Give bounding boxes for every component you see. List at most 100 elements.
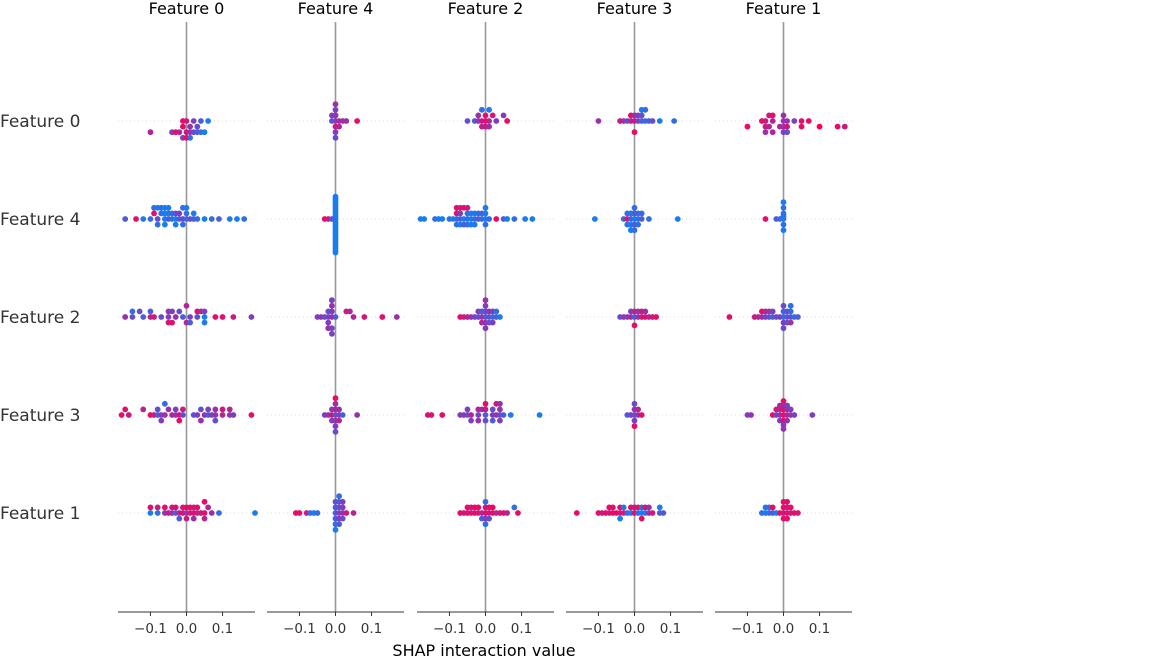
dot-r0-c3-1 [642,106,649,113]
dot-r0-c0-2 [190,118,197,124]
dot-r4-c3-30 [617,515,623,522]
panel-title-1: Feature 4 [298,0,374,18]
dot-r1-c3-7 [638,210,645,217]
dot-r2-c0-1 [129,308,136,315]
dot-r2-c1-0 [328,297,335,304]
dot-r1-c0-15 [190,210,197,217]
dot-r4-c4-20 [784,515,791,522]
dot-r2-c0-15 [158,314,165,320]
dot-r0-c0-1 [183,118,190,124]
dot-r2-c0-18 [179,314,186,320]
dot-r1-c0-38 [161,221,168,228]
dot-r4-c3-31 [638,515,645,522]
dot-r4-c1-3 [339,498,346,505]
dot-r3-c1-1 [332,400,339,407]
dot-r1-c1-25 [332,249,339,256]
dot-r0-c1-10 [354,118,361,124]
x-tick-label-0-0: −0.1 [134,621,167,637]
dot-r1-c2-41 [471,221,478,228]
dot-r3-c0-34 [176,417,183,424]
x-tick-label-0-2: 0.1 [212,621,233,637]
dot-r2-c1-19 [328,330,335,337]
dot-r3-c2-21 [500,412,507,418]
dot-r1-c1-28 [328,216,335,222]
dot-r3-c2-3 [464,406,471,413]
dot-r3-c0-1 [122,406,129,413]
dot-r1-c2-32 [504,216,511,222]
dot-r4-c2-0 [482,498,489,505]
dot-r1-c2-3 [464,204,471,211]
dot-r1-c2-12 [482,210,489,217]
dot-r0-c3-16 [649,118,656,124]
dot-r3-c0-2 [140,406,147,413]
row-label-4: Feature 1 [0,504,80,524]
dot-r1-c0-7 [151,210,157,217]
dot-r1-c2-17 [439,216,446,222]
dot-r1-c2-29 [486,216,493,222]
dot-r4-c0-11 [205,504,212,511]
dot-r1-c2-4 [482,204,489,211]
dot-r2-c0-6 [176,308,183,315]
dot-r0-c3-19 [631,129,638,136]
dot-r1-c0-6 [183,204,190,211]
dot-r3-c3-0 [631,400,638,407]
dot-r2-c4-8 [787,308,794,315]
dot-r2-c1-5 [347,308,353,315]
x-tick-label-2-0: −0.1 [433,621,466,637]
dot-r2-c0-23 [219,314,226,320]
dot-r3-c1-16 [332,428,339,435]
dot-r2-c0-24 [230,314,237,320]
dot-r4-c4-7 [787,504,794,511]
dot-r2-c3-15 [653,314,660,320]
dot-r3-c0-31 [230,412,237,418]
dot-r3-c1-10 [339,412,346,418]
row-label-2: Feature 2 [0,308,80,328]
dot-r3-c0-10 [219,406,226,413]
panel-1: Feature 4 −0.1 0.0 0.1 [267,0,404,637]
dot-r1-c3-22 [631,227,638,234]
dot-r0-c0-17 [147,129,154,136]
dot-r3-c2-26 [482,417,489,424]
dot-r4-c3-10 [656,504,663,511]
dot-r2-c2-26 [482,325,489,332]
dot-r3-c0-33 [158,417,165,424]
dot-r1-c2-35 [529,216,536,222]
dot-r1-c0-14 [183,210,190,217]
dot-r3-c1-11 [354,412,361,418]
dot-r2-c1-15 [393,314,400,320]
dot-r4-c3-11 [573,510,580,516]
x-tick-label-4-2: 0.1 [809,621,830,637]
dot-r0-c4-2 [780,112,787,119]
dot-r0-c3-17 [656,118,663,124]
dot-r3-c0-22 [179,412,186,418]
dot-r4-c2-8 [511,504,518,511]
dot-r0-c2-4 [489,112,496,119]
dot-r2-c1-1 [328,302,335,309]
dot-r4-c0-5 [172,504,179,511]
dot-r0-c2-6 [464,118,471,124]
dot-r0-c4-21 [762,129,769,136]
dot-r0-c1-8 [332,129,339,136]
dot-r4-c2-7 [489,504,496,511]
dot-r1-c3-15 [646,216,652,222]
x-tick-label-4-1: 0.0 [773,621,794,637]
dot-r3-c1-14 [336,417,343,424]
dot-r3-c2-22 [507,412,514,418]
dot-r2-c0-30 [201,319,208,326]
dot-r1-c0-4 [165,204,172,211]
dot-r3-c4-23 [780,426,787,432]
panel-4: Feature 1 −0.1 0.0 0.1 [715,0,852,637]
x-tick-label-4-0: −0.1 [731,621,764,637]
dot-r4-c0-25 [201,510,208,516]
dot-r3-c0-5 [172,406,179,413]
dot-r0-c4-22 [769,129,776,136]
dot-r3-c3-2 [635,406,642,413]
dot-r0-c2-1 [486,106,493,113]
dot-r3-c0-36 [212,417,219,424]
dot-r3-c2-11 [439,412,446,418]
dot-r0-c4-16 [784,123,791,130]
dot-r3-c0-35 [198,417,204,424]
dot-r0-c4-4 [762,118,769,124]
dot-r4-c0-32 [201,515,208,522]
